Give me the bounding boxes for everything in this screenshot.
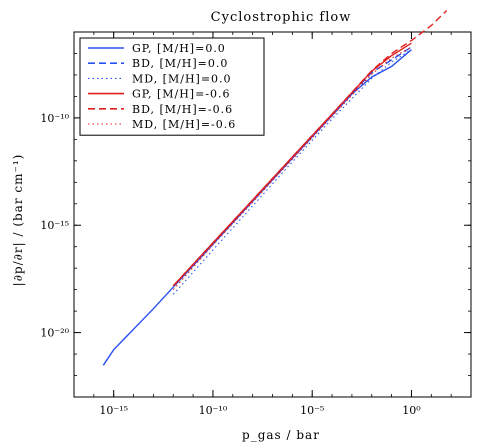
legend-label: MD, [M/H]=0.0 [132, 72, 232, 85]
x-tick-label: 10⁻¹⁰ [199, 404, 228, 417]
y-axis-label: |∂p/∂r| / (bar cm⁻¹) [11, 154, 25, 287]
x-axis-label: p_gas / bar [242, 428, 320, 442]
series-line-3 [172, 49, 412, 295]
plot-area: 10⁻¹⁵ 10⁻¹⁰ 10⁻⁵ 10⁰ 10⁻²⁰ 10⁻¹⁵ 10⁻¹⁰ [40, 9, 472, 417]
x-tick-label: 10⁰ [402, 404, 421, 417]
series-line-5 [172, 9, 448, 287]
legend-label: BD, [M/H]=-0.6 [132, 103, 233, 116]
y-tick-label: 10⁻¹⁰ [40, 112, 69, 125]
chart-title: Cyclostrophic flow [211, 10, 352, 25]
legend-label: GP, [M/H]=-0.6 [132, 88, 231, 101]
legend-label: GP, [M/H]=0.0 [132, 42, 226, 55]
legend: GP, [M/H]=0.0 BD, [M/H]=0.0 MD, [M/H]=0.0 G… [79, 37, 265, 136]
legend-label: BD, [M/H]=0.0 [132, 57, 228, 70]
x-tick-label: 10⁻⁵ [300, 404, 324, 417]
legend-box [79, 37, 265, 136]
y-tick-label: 10⁻²⁰ [40, 327, 69, 340]
x-tick-label: 10⁻¹⁵ [99, 404, 128, 417]
legend-label: MD, [M/H]=-0.6 [132, 118, 236, 131]
y-tick-label: 10⁻¹⁵ [40, 219, 69, 232]
